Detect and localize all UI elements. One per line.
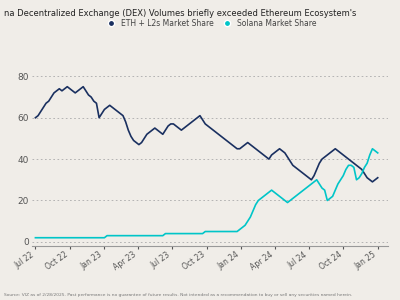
Legend: ETH + L2s Market Share, Solana Market Share: ETH + L2s Market Share, Solana Market Sh… xyxy=(100,16,320,31)
Text: Source: VIZ as of 2/28/2025. Past performance is no guarantee of future results.: Source: VIZ as of 2/28/2025. Past perfor… xyxy=(4,293,352,297)
Text: na Decentralized Exchange (DEX) Volumes briefly exceeded Ethereum Ecosystem's: na Decentralized Exchange (DEX) Volumes … xyxy=(4,9,356,18)
